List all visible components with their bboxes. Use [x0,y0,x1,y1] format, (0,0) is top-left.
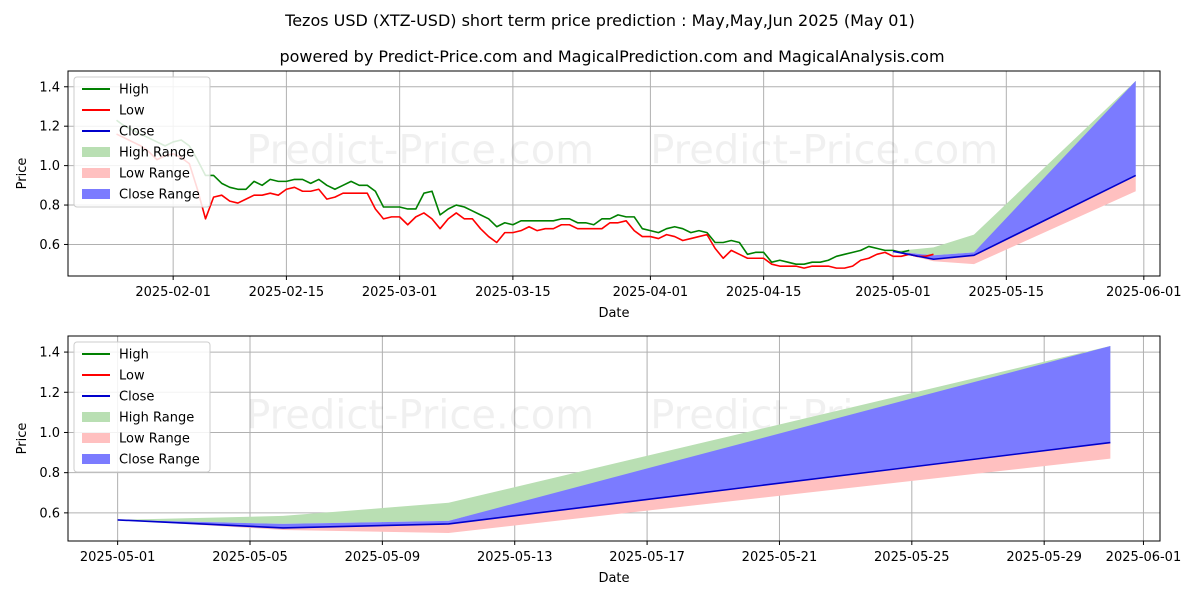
x-tick-label: 2025-02-01 [135,285,211,300]
x-tick-label: 2025-05-13 [477,550,553,565]
x-tick-label: 2025-05-09 [345,550,421,565]
legend-swatch-high_range [82,412,110,422]
legend-label: Close [119,125,154,140]
y-axis-label: Price [15,423,30,455]
x-tick-label: 2025-05-29 [1006,550,1082,565]
x-axis: 2025-02-01 2025-02-15 2025-03-01 2025-03-15… [135,276,1182,300]
panel-forecast-zoom: Predict-Price.comPredict-Price.com2025-0… [15,335,1181,586]
x-tick-label: 2025-05-15 [969,285,1045,300]
legend-label: Close Range [119,188,200,203]
legend-label: High Range [119,146,194,161]
x-tick-label: 2025-05-25 [874,550,950,565]
legend-label: High Range [119,411,194,426]
watermark-text: Predict-Price.com [650,127,998,173]
plot-area [117,346,1111,533]
legend: High Low Close High Range Low Range Close Ran… [73,76,211,208]
legend-label: High [119,348,149,363]
y-tick-label: 1.0 [39,159,60,174]
x-tick-label: 2025-05-21 [742,550,818,565]
x-tick-label: 2025-06-01 [1106,285,1182,300]
x-axis-label: Date [598,306,629,321]
legend-label: High [119,83,149,98]
legend-label: Close Range [119,453,200,468]
legend-swatch-low_range [82,168,110,178]
y-tick-label: 0.8 [39,466,60,481]
x-tick-label: 2025-02-15 [249,285,325,300]
x-axis-label: Date [598,571,629,586]
legend-label: Low [119,104,145,119]
legend-swatch-close_range [82,189,110,199]
close-series-line [892,174,1137,261]
x-tick-label: 2025-03-15 [475,285,551,300]
watermark-text: Predict-Price.com [246,392,594,438]
close-series-line [117,441,1111,529]
x-tick-label: 2025-05-05 [212,550,288,565]
close-range-band [117,346,1111,528]
y-tick-label: 0.6 [39,506,60,521]
y-tick-label: 1.4 [39,80,60,95]
high-series-line [116,119,910,265]
low-series-line [116,133,934,269]
plot-frame [67,335,1161,542]
plot-frame [67,70,1161,277]
y-axis-label: Price [15,158,30,190]
panel-full-range: Predict-Price.com Predict-Price.com 2025-0… [15,70,1182,321]
x-tick-label: 2025-05-01 [80,550,156,565]
x-tick-label: 2025-05-01 [855,285,931,300]
legend: High Low Close High Range Low Range Close Ran… [73,341,211,473]
watermark-text: Predict-Price.com [246,127,594,173]
legend-label: Low Range [119,432,190,447]
legend-label: Close [119,390,154,405]
y-tick-label: 1.0 [39,426,60,441]
x-tick-label: 2025-04-15 [726,285,802,300]
x-axis: 2025-05-01 2025-05-05 2025-05-09 2025-05-13… [80,541,1181,565]
close-range-band [893,80,1136,260]
y-axis: 0.6 0.8 1.0 1.2 1.4 [39,80,68,253]
y-tick-label: 1.2 [39,386,60,401]
y-tick-label: 1.4 [39,346,60,361]
watermark: Predict-Price.com Predict-Price.com [246,127,998,173]
legend-label: Low [119,369,145,384]
y-axis: 0.6 0.8 1.0 1.2 1.4 [39,346,68,521]
chart-title: Tezos USD (XTZ-USD) short term price pre… [284,11,915,30]
legend-swatch-high_range [82,147,110,157]
plot-area [116,80,1137,269]
legend-swatch-close_range [82,454,110,464]
x-tick-label: 2025-04-01 [613,285,689,300]
y-tick-label: 1.2 [39,120,60,135]
y-tick-label: 0.8 [39,199,60,214]
x-tick-label: 2025-05-17 [609,550,685,565]
legend-swatch-low_range [82,433,110,443]
legend-label: Low Range [119,167,190,182]
x-tick-label: 2025-03-01 [362,285,438,300]
chart-subtitle: powered by Predict-Price.com and Magical… [279,47,944,66]
y-tick-label: 0.6 [39,238,60,253]
x-tick-label: 2025-06-01 [1106,550,1182,565]
